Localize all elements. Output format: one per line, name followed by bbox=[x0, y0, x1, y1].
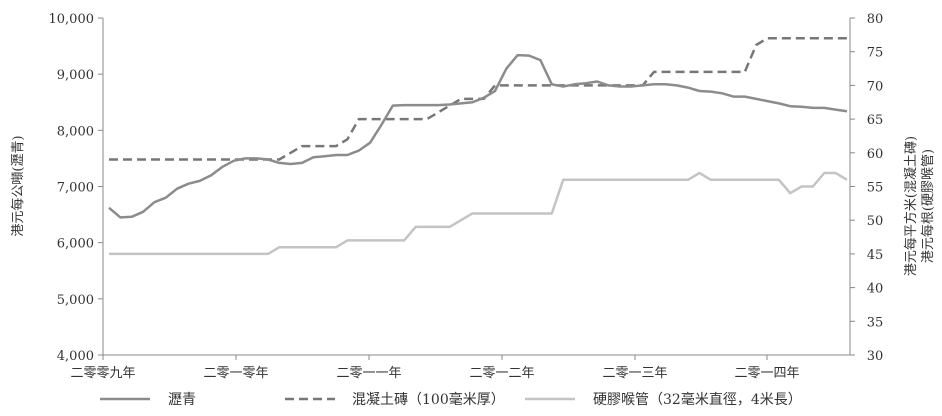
right-axis-ticks: 30 35 40 45 50 55 60 65 70 75 80 bbox=[850, 12, 883, 364]
left-tick-label: 5,000 bbox=[57, 293, 94, 308]
left-tick-label: 7,000 bbox=[57, 181, 94, 196]
legend-label-concrete-brick: 混凝土磚（100毫米厚） bbox=[352, 391, 505, 408]
left-tick-label: 10,000 bbox=[49, 12, 95, 27]
legend-label-asphalt: 瀝青 bbox=[168, 392, 196, 408]
x-tick-label: 二零一三年 bbox=[602, 366, 667, 381]
series-concrete-brick-line bbox=[109, 36, 847, 161]
right-tick-label: 45 bbox=[867, 248, 884, 263]
left-tick-label: 9,000 bbox=[57, 68, 94, 83]
left-axis-ticks: 4,000 5,000 6,000 7,000 8,000 9,000 10,000 bbox=[49, 12, 103, 364]
x-tick-label: 二零零九年 bbox=[70, 366, 135, 381]
series-layer bbox=[108, 36, 848, 256]
series-asphalt-line bbox=[108, 53, 848, 219]
right-tick-label: 60 bbox=[867, 147, 884, 162]
left-tick-label: 8,000 bbox=[57, 124, 94, 139]
x-axis-ticks: 二零零九年 二零一零年 二零一一年 二零一二年 二零一三年 二零一四年 bbox=[70, 355, 800, 381]
legend-label-pvc-pipe: 硬膠喉管（32毫米直徑，4米長） bbox=[593, 391, 802, 408]
left-tick-label: 4,000 bbox=[57, 349, 94, 364]
series-pvc-pipe-line bbox=[109, 171, 848, 256]
x-tick-label: 二零一零年 bbox=[203, 366, 268, 381]
right-axis-title-line2: 港元每根(硬膠喉管) bbox=[920, 149, 936, 263]
right-tick-label: 35 bbox=[867, 315, 884, 330]
legend-item-pvc-pipe: 硬膠喉管（32毫米直徑，4米長） bbox=[525, 391, 802, 408]
right-tick-label: 65 bbox=[867, 113, 884, 128]
legend-item-asphalt: 瀝青 bbox=[100, 392, 196, 408]
left-tick-label: 6,000 bbox=[57, 237, 94, 252]
right-tick-label: 70 bbox=[867, 79, 884, 94]
plot-axes bbox=[102, 18, 851, 356]
x-tick-label: 二零一四年 bbox=[734, 366, 799, 381]
x-tick-label: 二零一二年 bbox=[469, 366, 534, 381]
left-axis-title: 港元每公噸(瀝青) bbox=[10, 135, 26, 236]
legend-item-concrete-brick: 混凝土磚（100毫米厚） bbox=[285, 391, 505, 408]
x-tick-label: 二零一一年 bbox=[336, 366, 401, 381]
right-tick-label: 30 bbox=[867, 349, 884, 364]
right-tick-label: 80 bbox=[867, 12, 884, 27]
right-axis-title-line1: 港元每平方米(混凝土磚) bbox=[903, 136, 919, 276]
right-tick-label: 50 bbox=[867, 214, 884, 229]
right-tick-label: 40 bbox=[867, 282, 884, 297]
right-tick-label: 55 bbox=[867, 181, 884, 196]
right-tick-label: 75 bbox=[867, 46, 884, 61]
legend: 瀝青 混凝土磚（100毫米厚） 硬膠喉管（32毫米直徑，4米長） bbox=[100, 391, 802, 408]
